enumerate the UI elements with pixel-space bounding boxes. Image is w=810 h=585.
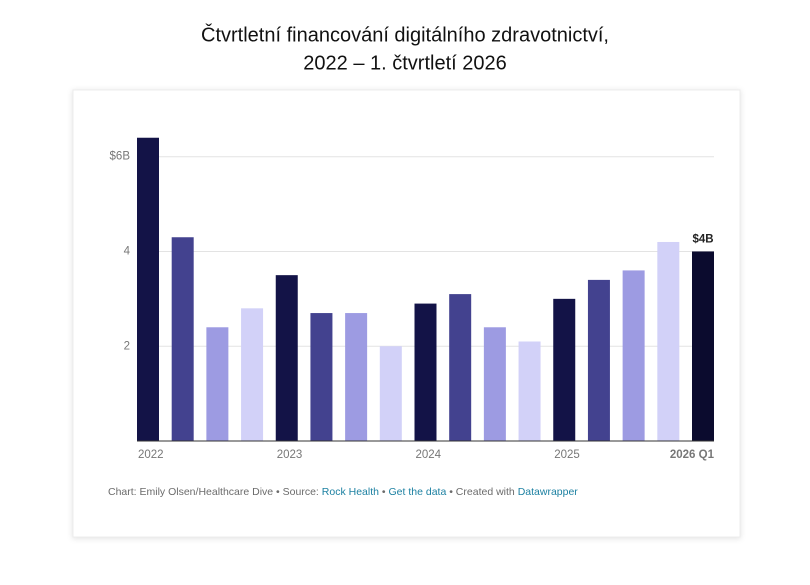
footer-created: • Created with [449, 486, 515, 498]
bar [622, 270, 645, 441]
bar [657, 241, 680, 441]
bar [171, 237, 194, 441]
bar [275, 275, 298, 441]
bar [345, 313, 368, 441]
footer-link[interactable]: Get the data [389, 486, 447, 498]
x-tick-label: 2022 [138, 449, 164, 461]
data-label: $4B [692, 233, 713, 245]
bar [483, 327, 506, 441]
bar [137, 137, 159, 441]
x-tick-label: 2025 [554, 449, 580, 461]
bar [587, 279, 610, 441]
bar [414, 303, 437, 441]
y-tick-label: 2 [124, 340, 130, 352]
bar [518, 341, 541, 441]
x-tick-label: 2026 Q1 [670, 449, 715, 461]
chart-title: Čtvrtletní financování digitálního zdrav… [201, 23, 609, 46]
y-tick-label: $6B [110, 151, 131, 163]
x-tick-label: 2023 [277, 449, 303, 461]
bar [692, 251, 714, 441]
y-tick-label: 4 [124, 245, 131, 257]
bar [241, 308, 264, 441]
footer-credit: Chart: Emily Olsen/Healthcare Dive • Sou… [108, 486, 319, 498]
bar [206, 327, 229, 441]
footer-sep: • [382, 486, 386, 498]
chart-title: 2022 – 1. čtvrtletí 2026 [303, 52, 506, 74]
footer-link[interactable]: Datawrapper [518, 486, 579, 498]
footer: Chart: Emily Olsen/Healthcare Dive • Sou… [108, 486, 578, 498]
footer-link[interactable]: Rock Health [322, 486, 379, 498]
x-tick-label: 2024 [416, 449, 442, 461]
bar [379, 346, 402, 441]
bar [310, 313, 333, 441]
bar [449, 294, 472, 441]
bar [553, 298, 576, 441]
